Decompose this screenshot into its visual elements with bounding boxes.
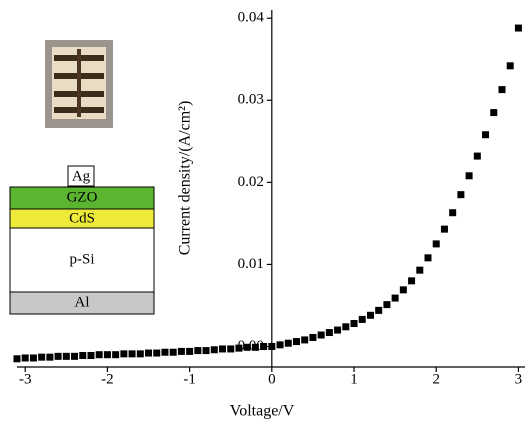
data-point (350, 320, 358, 328)
data-point (243, 343, 251, 351)
y-axis-label: Current density/(A/cm²) (177, 101, 194, 256)
data-point (54, 352, 62, 360)
x-tick-label: -2 (101, 371, 114, 387)
layer-label: p-Si (69, 251, 94, 267)
data-point (210, 346, 218, 354)
data-point (457, 191, 465, 199)
x-tick-label: 2 (432, 371, 440, 387)
data-point (177, 347, 185, 355)
data-point (276, 341, 284, 349)
x-tick-label: -1 (183, 371, 196, 387)
data-point (62, 352, 70, 360)
data-point (268, 342, 276, 350)
data-point (309, 333, 317, 341)
data-point (424, 254, 432, 262)
data-point (440, 225, 448, 233)
data-point (227, 345, 235, 353)
data-point (498, 86, 506, 94)
x-tick-label: 3 (515, 371, 523, 387)
data-point (399, 286, 407, 294)
layer-stack: Ag GZO CdS p-Si Al (9, 165, 155, 315)
data-point (292, 338, 300, 346)
data-point (358, 315, 366, 323)
x-tick-label: 0 (268, 371, 276, 387)
y-tick-label: 0.03 (238, 92, 264, 108)
data-point (186, 347, 194, 355)
data-point (136, 350, 144, 358)
data-point (334, 326, 342, 334)
data-point (366, 311, 374, 319)
data-point (169, 348, 177, 356)
data-point (13, 355, 21, 363)
layer-label: Ag (72, 168, 91, 184)
data-point (432, 240, 440, 248)
data-point (194, 347, 202, 355)
data-point (103, 351, 111, 359)
y-tick-label: 0.01 (238, 256, 264, 272)
data-point (260, 342, 268, 350)
layer-label: CdS (69, 210, 95, 226)
x-axis-label: Voltage/V (230, 403, 295, 420)
data-point (383, 301, 391, 309)
data-point (21, 354, 29, 362)
data-point (408, 277, 416, 285)
data-point (449, 209, 457, 217)
data-point (506, 62, 514, 70)
data-point (145, 349, 153, 357)
data-point (342, 323, 350, 331)
data-point (482, 131, 490, 139)
data-point (112, 351, 120, 359)
data-point (375, 306, 383, 314)
data-point (325, 329, 333, 337)
layer-label: GZO (67, 189, 98, 205)
x-tick-label: -3 (19, 371, 32, 387)
data-point (71, 352, 79, 360)
data-point (128, 350, 136, 358)
device-photo (45, 40, 113, 128)
data-point (301, 336, 309, 344)
data-point (120, 350, 128, 358)
data-point (161, 348, 169, 356)
layer-label: Al (75, 294, 90, 310)
data-point (87, 352, 95, 360)
data-point (202, 347, 210, 355)
data-point (490, 109, 498, 117)
data-point (391, 294, 399, 302)
data-point (473, 152, 481, 160)
data-point (416, 266, 424, 274)
data-point (153, 349, 161, 357)
data-point (235, 344, 243, 352)
data-point (514, 24, 522, 32)
x-tick-label: 1 (350, 371, 358, 387)
y-tick-label: 0.02 (238, 174, 264, 190)
data-point (219, 345, 227, 353)
data-point (29, 354, 37, 362)
data-point (95, 351, 103, 359)
data-point (46, 353, 54, 361)
y-tick-label: 0.04 (238, 10, 265, 26)
data-point (251, 343, 259, 351)
data-point (284, 339, 292, 347)
data-point (317, 331, 325, 339)
data-point (79, 352, 87, 360)
data-point (465, 172, 473, 180)
data-point (38, 353, 46, 361)
